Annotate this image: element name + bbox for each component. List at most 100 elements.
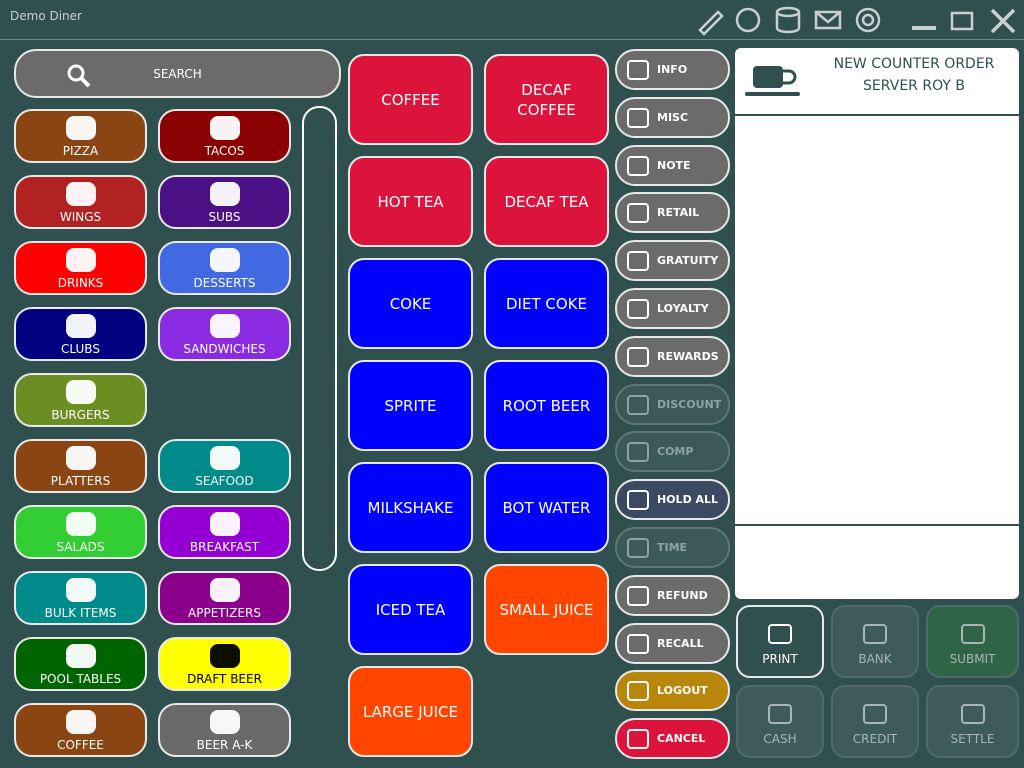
function-button[interactable]: RECALL [615, 622, 730, 664]
label: CREDIT [852, 732, 898, 746]
function-button[interactable]: REFUND [615, 574, 730, 616]
label: ROOT BEER [502, 396, 591, 415]
category-button[interactable]: APPETIZERS [158, 571, 291, 625]
menu-item-button[interactable]: COFFEE [348, 54, 473, 145]
function-button[interactable]: LOYALTY [615, 288, 730, 329]
icon [209, 248, 240, 272]
help-icon[interactable] [855, 7, 881, 33]
label: SETTLE [950, 732, 995, 746]
icon [627, 299, 649, 319]
category-button[interactable]: DESSERTS [158, 241, 291, 295]
category-button[interactable]: SALADS [14, 505, 147, 559]
category-button[interactable]: BULK ITEMS [14, 571, 147, 625]
menu-item-button[interactable]: MILKSHAKE [348, 462, 473, 553]
label: BULK ITEMS [44, 606, 117, 620]
category-button[interactable]: WINGS [14, 175, 147, 229]
label: TIME [657, 541, 688, 554]
mail-icon[interactable] [814, 10, 842, 30]
search-button[interactable]: SEARCH [14, 49, 341, 98]
function-button[interactable]: MISC [615, 96, 730, 138]
function-button[interactable]: RETAIL [615, 192, 730, 234]
menu-item-button[interactable]: DECAF COFFEE [484, 54, 609, 145]
palette-icon[interactable] [735, 7, 761, 33]
category-button[interactable]: SEAFOOD [158, 439, 291, 493]
category-button[interactable]: BREAKFAST [158, 505, 291, 559]
label: DECAF TEA [504, 192, 589, 211]
action-button[interactable]: PRINT [736, 605, 824, 678]
icon [768, 624, 792, 644]
database-icon[interactable] [775, 6, 801, 18]
label: RETAIL [657, 206, 700, 220]
label: COFFEE [381, 90, 440, 109]
function-button[interactable]: CANCEL [615, 718, 730, 760]
category-button[interactable]: TACOS [158, 109, 291, 163]
server-name: SERVER ROY B [863, 78, 965, 94]
menu-item-button[interactable]: BOT WATER [484, 462, 609, 553]
separator [0, 39, 1024, 40]
label: MILKSHAKE [367, 498, 454, 517]
label: SUBS [208, 210, 241, 224]
label: DRAFT BEER [187, 672, 262, 686]
function-button[interactable]: REWARDS [615, 335, 730, 377]
function-button[interactable]: HOLD ALL [615, 479, 730, 521]
label: ICED TEA [375, 600, 446, 619]
category-button[interactable]: SUBS [158, 175, 291, 229]
function-button: COMP [615, 431, 730, 473]
icon [627, 490, 649, 511]
label: DECAF COFFEE [517, 80, 576, 119]
function-button[interactable]: NOTE [615, 144, 730, 186]
label: SALADS [56, 540, 105, 554]
label: RECALL [657, 636, 704, 650]
menu-item-button[interactable]: ICED TEA [348, 564, 473, 655]
icon [65, 380, 96, 404]
menu-item-button[interactable]: ROOT BEER [484, 360, 609, 451]
category-button[interactable]: BURGERS [14, 373, 147, 427]
icon [627, 155, 649, 176]
category-button[interactable]: POOL TABLES [14, 637, 147, 691]
icon [209, 116, 240, 140]
category-button[interactable]: DRAFT BEER [158, 637, 291, 691]
icon [209, 512, 240, 536]
label: BREAKFAST [189, 540, 260, 554]
category-button[interactable]: DRINKS [14, 241, 147, 295]
category-button[interactable]: PIZZA [14, 109, 147, 163]
category-button[interactable]: BEER A-K [158, 703, 291, 757]
label: SEAFOOD [195, 474, 254, 488]
menu-item-button[interactable]: COKE [348, 258, 473, 349]
label: TACOS [204, 144, 245, 158]
label: CANCEL [657, 732, 706, 746]
category-button[interactable]: PLATTERS [14, 439, 147, 493]
divider [735, 114, 1019, 116]
maximize-button[interactable] [950, 11, 974, 31]
category-button[interactable]: COFFEE [14, 703, 147, 757]
menu-item-button[interactable]: LARGE JUICE [348, 666, 473, 757]
label: BOT WATER [502, 498, 591, 517]
category-button[interactable]: SANDWICHES [158, 307, 291, 361]
icon [209, 182, 240, 206]
menu-item-button[interactable]: HOT TEA [348, 156, 473, 247]
label: SMALL JUICE [499, 600, 594, 619]
menu-item-button[interactable]: SMALL JUICE [484, 564, 609, 655]
label: SUBMIT [949, 652, 996, 666]
label: DISCOUNT [657, 397, 722, 411]
function-button[interactable]: GRATUITY [615, 240, 730, 282]
action-button: CREDIT [831, 685, 919, 758]
menu-item-button[interactable]: DECAF TEA [484, 156, 609, 247]
menu-item-button[interactable]: SPRITE [348, 360, 473, 451]
label: WINGS [59, 210, 102, 224]
label: MISC [657, 110, 689, 124]
close-button[interactable] [990, 8, 1016, 34]
label: BURGERS [51, 408, 110, 422]
icon [65, 644, 96, 668]
icon [65, 710, 96, 734]
function-button[interactable]: INFO [615, 49, 730, 90]
function-button[interactable]: LOGOUT [615, 670, 730, 712]
label: HOLD ALL [657, 493, 719, 507]
category-button[interactable]: CLUBS [14, 307, 147, 361]
scrollbar[interactable] [302, 106, 337, 571]
menu-item-button[interactable]: DIET COKE [484, 258, 609, 349]
edit-icon[interactable] [698, 10, 724, 36]
icon [627, 729, 649, 750]
function-button: TIME [615, 527, 730, 568]
icon [209, 644, 240, 668]
